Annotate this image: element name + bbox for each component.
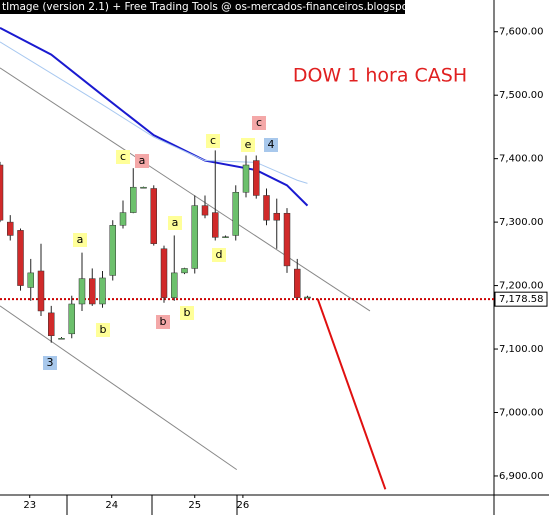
candle-body [119,212,127,226]
chart-title: DOW 1 hora CASH [293,65,467,87]
candle-body [48,312,55,336]
candle-body [0,164,4,221]
candle-body [171,272,178,298]
trend-line [0,67,371,312]
candle-body [37,270,45,312]
x-tick-label: 23 [23,500,36,511]
annotation-label: b [100,323,107,336]
trend-line [316,298,387,490]
price-label-box [494,291,548,307]
x-tick-label: 26 [237,500,250,511]
candle-body [181,268,188,274]
annotation-label: c [256,116,262,129]
candle-body [242,164,250,193]
annotation-label: a [77,233,84,246]
y-tick-label: 7,400.00 [499,154,544,165]
annotation-box [206,134,220,148]
y-tick-label: 7,000.00 [499,408,544,419]
x-tick-label: 25 [188,500,201,511]
candle-body [27,272,34,288]
annotation-box [43,356,57,370]
trend-line [0,41,308,184]
price-label: 7,178.58 [499,294,544,305]
candle-body [191,205,198,269]
y-tick-label: 7,200.00 [499,281,544,292]
trend-line [0,305,238,471]
y-tick-label: 7,300.00 [499,217,544,228]
annotation-box [241,138,255,152]
candle-body [283,212,291,267]
annotation-label: c [120,150,126,163]
candle-body [68,303,75,335]
candle-body [263,195,270,221]
annotation-label: a [139,154,146,167]
annotation-box [212,248,226,262]
annotation-label: d [216,248,223,261]
candle-body [130,186,137,213]
annotation-box [73,233,87,247]
annotation-label: a [172,216,179,229]
annotation-box [180,306,194,320]
y-tick-label: 7,100.00 [499,344,544,355]
candle-body [232,192,239,236]
candle-body [78,278,86,305]
candle-body [140,186,147,189]
candle-body [7,221,14,236]
candle-body [222,236,229,238]
annotation-label: b [184,306,191,319]
annotation-box [96,323,110,337]
annotation-box [116,150,130,164]
candle-body [253,160,260,196]
candle-body [99,277,106,305]
candle-body [201,205,209,216]
annotation-box [168,216,182,230]
annotation-box [252,116,266,130]
y-tick-label: 7,600.00 [499,27,544,38]
candle-body [273,212,280,221]
annotation-label: e [245,138,252,151]
annotation-label: b [160,315,167,328]
annotation-label: 3 [47,356,54,369]
candle-body [109,225,116,276]
banner-box [0,0,405,14]
candle-body [304,296,311,299]
candle-body [212,212,219,238]
annotation-box [135,154,149,168]
candle-body [160,248,168,298]
annotation-label: 4 [268,138,275,151]
banner: tImage (version 2.1) + Free Trading Tool… [2,1,438,13]
candle-body [58,338,65,340]
candle-body [150,188,157,244]
annotation-label: c [210,134,216,147]
annotation-box [264,138,278,152]
annotation-box [156,315,170,329]
y-tick-label: 6,900.00 [499,471,544,482]
candle-body [89,278,96,305]
candle-body [294,268,301,298]
candle-body [17,230,24,286]
y-tick-label: 7,500.00 [499,90,544,101]
trend-line [0,27,309,207]
x-tick-label: 24 [105,500,118,511]
